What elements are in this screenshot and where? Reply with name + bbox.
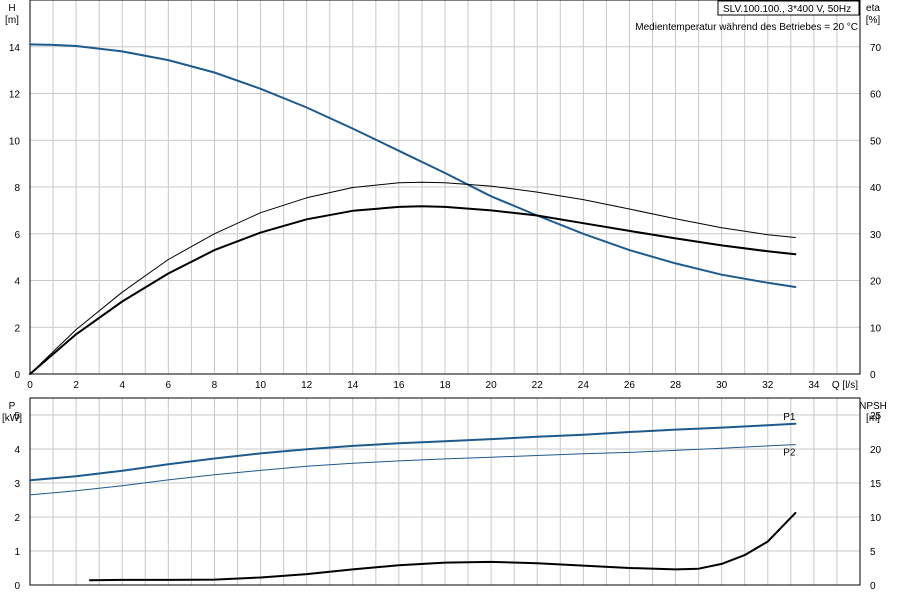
y-left-unit: [kW] bbox=[2, 413, 22, 424]
y-left-tick-label: 5 bbox=[14, 411, 20, 422]
y-right-tick-label: 5 bbox=[870, 547, 876, 558]
y-left-tick-label: 4 bbox=[14, 277, 20, 288]
model-title: SLV.100.100., 3*400 V, 50Hz bbox=[723, 4, 851, 15]
y-right-tick-label: 10 bbox=[870, 323, 882, 334]
x-tick-label: 16 bbox=[393, 380, 405, 391]
y-right-tick-label: 50 bbox=[870, 136, 882, 147]
series-line-1-3 bbox=[29, 181, 796, 375]
y-right-tick-label: 0 bbox=[870, 581, 876, 592]
y-right-tick-label: 30 bbox=[870, 230, 882, 241]
y-left-tick-label: 10 bbox=[9, 136, 21, 147]
x-tick-label: 26 bbox=[624, 380, 636, 391]
y-right-tick-label: 10 bbox=[870, 513, 882, 524]
y-left-tick-label: 0 bbox=[14, 581, 20, 592]
y-right-tick-label: 20 bbox=[870, 277, 882, 288]
x-tick-label: 10 bbox=[255, 380, 267, 391]
series-line-1-1 bbox=[29, 43, 797, 288]
x-tick-label: 30 bbox=[716, 380, 728, 391]
y-right-tick-label: 15 bbox=[870, 479, 882, 490]
series-line-1-2 bbox=[29, 205, 797, 375]
series-p1-line bbox=[29, 422, 797, 482]
x-axis-label: Q [l/s] bbox=[832, 380, 858, 391]
x-tick-label: 18 bbox=[439, 380, 451, 391]
y-right-tick-label: 70 bbox=[870, 43, 882, 54]
plot-frame bbox=[29, 0, 861, 375]
series-label-p2: P2 bbox=[783, 448, 796, 459]
x-tick-label: 6 bbox=[166, 380, 172, 391]
x-tick-label: 2 bbox=[73, 380, 79, 391]
y-right-tick-label: 20 bbox=[870, 445, 882, 456]
y-left-tick-label: 14 bbox=[9, 43, 21, 54]
x-tick-label: 20 bbox=[486, 380, 498, 391]
y-left-tick-label: 6 bbox=[14, 230, 20, 241]
y-left-tick-label: 8 bbox=[14, 183, 20, 194]
info-box: SLV.100.100., 3*400 V, 50Hz bbox=[717, 0, 860, 16]
y-right-tick-label: 40 bbox=[870, 183, 882, 194]
x-tick-label: 4 bbox=[119, 380, 125, 391]
series-label-p1: P1 bbox=[783, 412, 796, 423]
y-right-label: NPSH bbox=[859, 401, 887, 412]
y-left-label: H bbox=[8, 3, 15, 14]
y-left-label: P bbox=[9, 401, 16, 412]
x-tick-label: 0 bbox=[27, 380, 33, 391]
condition-note: Medientemperatur während des Betriebes =… bbox=[635, 22, 858, 33]
y-right-unit: [m] bbox=[866, 413, 880, 424]
y-left-tick-label: 1 bbox=[14, 547, 20, 558]
y-left-tick-label: 12 bbox=[9, 90, 21, 101]
x-tick-label: 12 bbox=[301, 380, 313, 391]
y-left-tick-label: 4 bbox=[14, 445, 20, 456]
info-box-frame bbox=[717, 0, 860, 16]
y-right-tick-label: 0 bbox=[870, 370, 876, 381]
x-tick-label: 24 bbox=[578, 380, 590, 391]
series-p2-line bbox=[29, 444, 796, 496]
y-right-tick-label: 60 bbox=[870, 90, 882, 101]
y-right-tick-label: 25 bbox=[870, 411, 882, 422]
x-tick-label: 34 bbox=[808, 380, 820, 391]
y-left-tick-label: 0 bbox=[14, 370, 20, 381]
x-tick-label: 32 bbox=[762, 380, 774, 391]
y-left-tick-label: 3 bbox=[14, 479, 20, 490]
plot-frame bbox=[29, 397, 861, 586]
y-right-label: eta bbox=[866, 3, 880, 14]
x-tick-label: 14 bbox=[347, 380, 359, 391]
power-npsh-chart: 0 1 2 3 4 5 0 5 10 15 20 25 P[kW] NPSH[m] P1 P2 bbox=[2, 397, 887, 592]
y-left-tick-label: 2 bbox=[14, 323, 20, 334]
x-tick-label: 28 bbox=[670, 380, 682, 391]
y-left-tick-label: 2 bbox=[14, 513, 20, 524]
x-tick-label: 8 bbox=[212, 380, 218, 391]
y-left-unit: [m] bbox=[5, 15, 19, 26]
y-right-unit: [%] bbox=[866, 15, 881, 26]
x-tick-label: 22 bbox=[532, 380, 544, 391]
series-line-2-3 bbox=[88, 511, 797, 582]
